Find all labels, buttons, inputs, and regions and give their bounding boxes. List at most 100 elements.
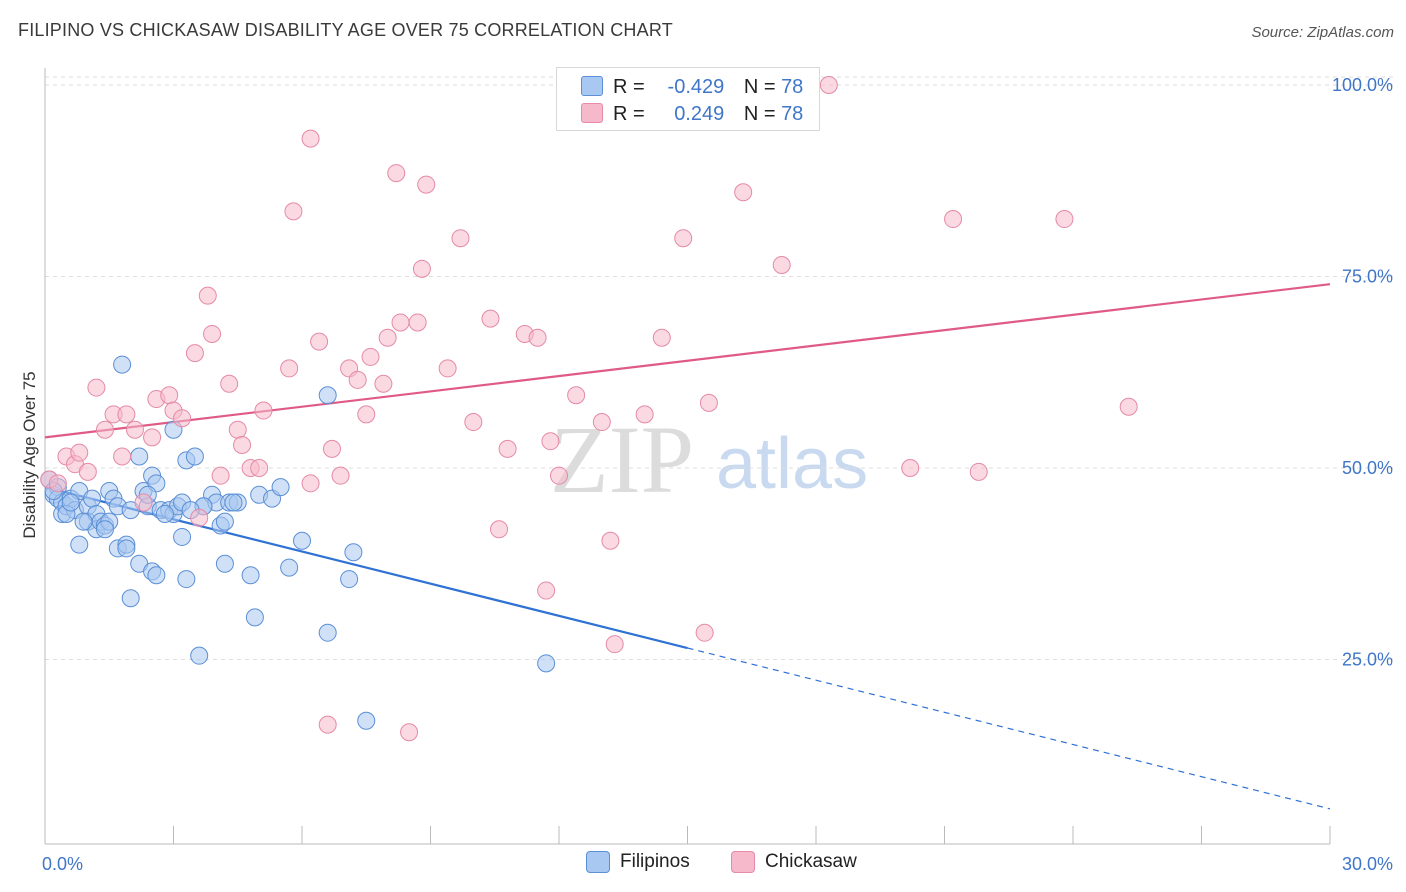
- y-tick-label: 50.0%: [1342, 458, 1393, 478]
- point-chickasaw: [528, 328, 547, 347]
- watermark-atlas: atlas: [716, 424, 868, 504]
- point-filipinos: [177, 570, 196, 589]
- point-chickasaw: [70, 443, 89, 462]
- point-chickasaw: [674, 229, 693, 248]
- point-filipinos: [190, 646, 209, 665]
- point-filipinos: [271, 478, 290, 497]
- point-filipinos: [155, 504, 174, 523]
- point-chickasaw: [408, 313, 427, 332]
- point-chickasaw: [901, 459, 920, 477]
- legend-r-value: 0.249: [674, 103, 725, 125]
- trendline-extension-filipinos: [687, 647, 1331, 810]
- correlation-legend: R = -0.429 N = 78 R = 0.249 N = 78: [556, 67, 820, 131]
- chart-title: FILIPINO VS CHICKASAW DISABILITY AGE OVE…: [18, 20, 673, 40]
- legend-r-label: R =: [613, 76, 645, 98]
- point-chickasaw: [652, 328, 671, 347]
- point-chickasaw: [254, 401, 273, 420]
- point-chickasaw: [348, 370, 367, 389]
- point-filipinos: [357, 711, 376, 730]
- series-legend: Filipinos Chickasaw: [586, 851, 893, 879]
- point-chickasaw: [125, 420, 144, 439]
- point-chickasaw: [250, 459, 269, 477]
- data-points: [40, 76, 1138, 742]
- point-chickasaw: [87, 378, 106, 397]
- legend-n-value: 78: [781, 103, 804, 125]
- source-label: Source: ZipAtlas.com: [1251, 24, 1394, 41]
- legend-swatch-filipinos: [581, 76, 603, 96]
- point-filipinos: [173, 527, 192, 546]
- point-chickasaw: [357, 405, 376, 424]
- point-chickasaw: [550, 466, 568, 485]
- point-filipinos: [318, 623, 337, 642]
- point-chickasaw: [400, 723, 419, 742]
- point-chickasaw: [417, 175, 436, 194]
- point-filipinos: [130, 447, 149, 466]
- point-chickasaw: [387, 164, 406, 183]
- point-filipinos: [340, 570, 359, 589]
- point-chickasaw: [48, 474, 67, 493]
- point-chickasaw: [117, 405, 136, 424]
- point-chickasaw: [374, 374, 393, 393]
- point-chickasaw: [605, 635, 624, 654]
- point-chickasaw: [944, 210, 963, 229]
- point-chickasaw: [412, 259, 431, 278]
- point-chickasaw: [301, 129, 320, 148]
- legend-item-filipinos: Filipinos: [586, 851, 690, 873]
- point-filipinos: [113, 355, 132, 374]
- y-tick-label: 100.0%: [1332, 75, 1393, 95]
- point-chickasaw: [134, 493, 153, 512]
- legend-n-value: 78: [781, 76, 804, 98]
- point-filipinos: [117, 539, 136, 558]
- point-chickasaw: [969, 462, 988, 481]
- point-chickasaw: [451, 229, 470, 248]
- point-chickasaw: [537, 581, 556, 600]
- point-filipinos: [537, 654, 556, 673]
- legend-n-label: N =: [743, 103, 776, 125]
- x-tick-label: 0.0%: [42, 854, 83, 874]
- point-filipinos: [147, 566, 166, 585]
- point-chickasaw: [541, 432, 560, 451]
- x-tick-label: 30.0%: [1342, 854, 1393, 874]
- point-chickasaw: [190, 508, 209, 527]
- legend-n-label: N =: [743, 76, 776, 98]
- point-chickasaw: [635, 405, 654, 424]
- point-chickasaw: [198, 286, 217, 305]
- point-filipinos: [70, 535, 89, 554]
- point-chickasaw: [498, 439, 517, 458]
- point-chickasaw: [567, 386, 586, 405]
- point-chickasaw: [819, 76, 838, 94]
- point-filipinos: [293, 531, 311, 550]
- point-chickasaw: [318, 715, 337, 734]
- y-tick-label: 25.0%: [1342, 650, 1393, 670]
- point-filipinos: [245, 608, 264, 627]
- point-chickasaw: [391, 313, 410, 332]
- point-chickasaw: [490, 520, 509, 539]
- legend-r-value: -0.429: [667, 76, 725, 98]
- point-chickasaw: [1055, 210, 1074, 229]
- point-filipinos: [318, 386, 337, 405]
- legend-swatch-filipinos: [586, 851, 610, 873]
- point-filipinos: [83, 489, 102, 508]
- point-chickasaw: [699, 393, 718, 412]
- point-chickasaw: [464, 413, 483, 432]
- point-chickasaw: [695, 623, 714, 642]
- point-chickasaw: [601, 531, 620, 550]
- point-chickasaw: [772, 256, 791, 275]
- point-chickasaw: [310, 332, 329, 351]
- legend-swatch-chickasaw: [730, 851, 755, 873]
- point-chickasaw: [438, 359, 457, 378]
- point-chickasaw: [378, 328, 397, 347]
- point-chickasaw: [322, 439, 341, 458]
- point-chickasaw: [233, 436, 252, 455]
- point-filipinos: [280, 558, 299, 577]
- point-chickasaw: [331, 466, 350, 485]
- point-chickasaw: [95, 420, 114, 439]
- point-chickasaw: [143, 428, 162, 447]
- point-chickasaw: [78, 462, 97, 481]
- point-chickasaw: [220, 374, 239, 393]
- point-chickasaw: [1119, 397, 1138, 416]
- point-chickasaw: [280, 359, 299, 378]
- point-chickasaw: [284, 202, 303, 221]
- point-chickasaw: [185, 344, 204, 363]
